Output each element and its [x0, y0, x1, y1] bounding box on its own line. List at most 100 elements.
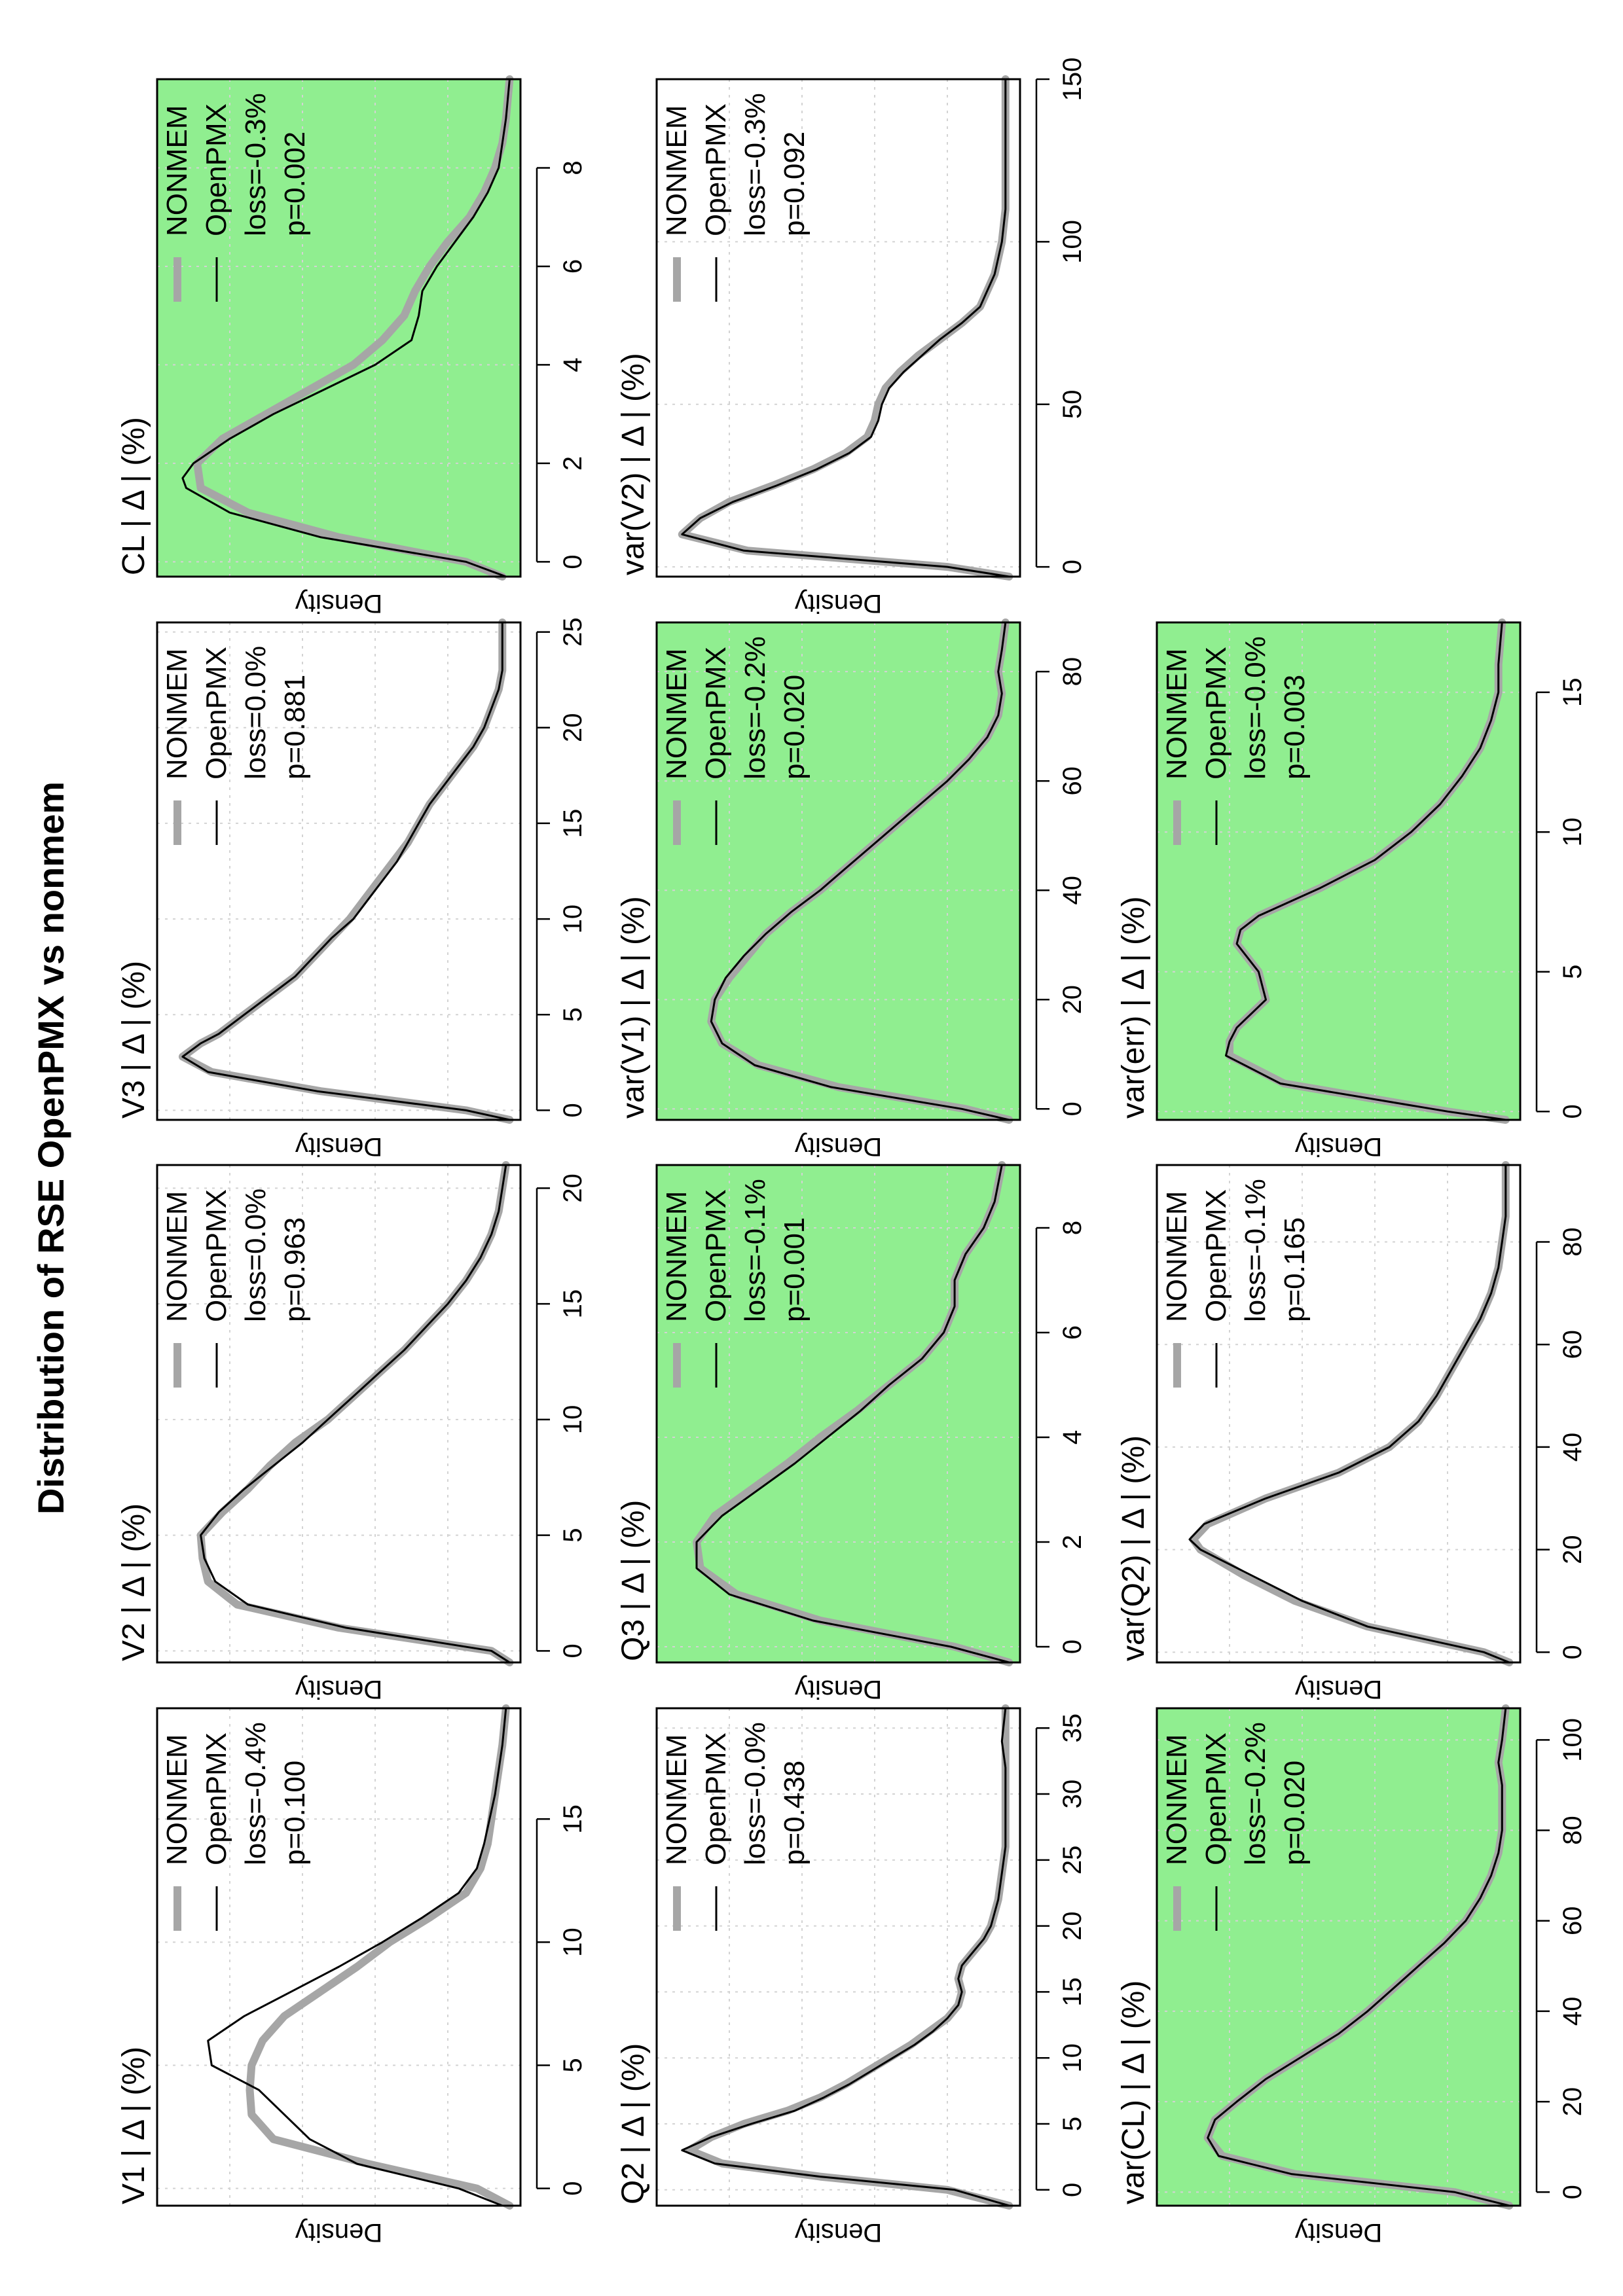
x-tick-label: 10: [558, 1405, 587, 1435]
chart-panel-3: 0 5 10 15 20 25 Density V3 | Δ | (%) NONMEM OpenP…: [117, 617, 587, 1161]
y-axis-label: Density: [795, 1675, 882, 1704]
panel-frame: [156, 1707, 522, 2207]
x-tick-label: 4: [1058, 1430, 1087, 1444]
chart-panel-2: 0 5 10 15 20 Density V2 | Δ | (%) NONMEM OpenPMX…: [117, 1161, 587, 1704]
loss-text: loss=0.0%: [240, 1189, 272, 1322]
panel-title: var(CL) | Δ | (%): [1116, 1981, 1151, 2204]
panel-frame: [1156, 1707, 1522, 2207]
x-tick-label: 0: [1558, 2185, 1587, 2199]
x-tick-label: 10: [558, 905, 587, 934]
p-value-text: p=0.002: [279, 132, 311, 236]
x-tick-label: 15: [1558, 677, 1587, 707]
legend-nonmem-label: NONMEM: [661, 1191, 693, 1322]
panel-title: var(err) | Δ | (%): [1116, 896, 1151, 1119]
x-tick-label: 80: [1558, 1227, 1587, 1257]
p-value-text: p=0.100: [279, 1761, 311, 1865]
panel-title: V3 | Δ | (%): [117, 961, 151, 1119]
legend-nonmem-label: NONMEM: [161, 649, 193, 780]
panel-background: [157, 622, 520, 1120]
openpmx-density-line: [181, 621, 511, 1121]
openpmx-density-line: [681, 1707, 1010, 2207]
p-value-text: p=0.963: [279, 1217, 311, 1322]
chart-panel-9: 0 20 40 60 80 100 Density var(CL) | Δ | (%) NONM…: [1116, 1704, 1587, 2247]
panel-title: V2 | Δ | (%): [117, 1503, 151, 1661]
x-tick-label: 100: [1058, 220, 1087, 264]
x-tick-label: 15: [1058, 1977, 1087, 2007]
x-tick-label: 35: [1058, 1713, 1087, 1743]
panel-frame: [156, 78, 522, 578]
x-tick-label: 20: [1058, 1911, 1087, 1941]
panel-title: var(Q2) | Δ | (%): [1116, 1435, 1151, 1661]
openpmx-density-line: [181, 78, 511, 578]
panel-background: [157, 79, 520, 577]
y-axis-label: Density: [295, 589, 382, 618]
openpmx-density-line: [695, 1164, 1010, 1664]
x-tick-label: 10: [1058, 2043, 1087, 2073]
y-axis-label: Density: [795, 589, 882, 618]
loss-text: loss=-0.0%: [1239, 636, 1271, 780]
x-tick-label: 30: [1058, 1780, 1087, 1809]
loss-text: loss=-0.0%: [739, 1722, 771, 1865]
x-tick-label: 60: [1558, 1906, 1587, 1935]
legend-openpmx-label: OpenPMX: [1200, 1732, 1232, 1865]
panel-background: [657, 79, 1020, 577]
x-tick-label: 150: [1058, 58, 1087, 101]
x-tick-label: 8: [558, 160, 587, 175]
y-axis-label: Density: [295, 1675, 382, 1704]
legend-openpmx-label: OpenPMX: [700, 647, 732, 780]
x-tick-label: 8: [1058, 1221, 1087, 1235]
x-tick-label: 4: [558, 357, 587, 372]
legend-openpmx-label: OpenPMX: [700, 1732, 732, 1865]
legend-openpmx-label: OpenPMX: [200, 103, 232, 236]
panel-title: V1 | Δ | (%): [117, 2047, 151, 2204]
legend-openpmx-label: OpenPMX: [700, 103, 732, 236]
p-value-text: p=0.001: [778, 1217, 811, 1322]
openpmx-density-line: [1207, 1707, 1510, 2207]
panel-frame: [1156, 621, 1522, 1121]
panel-background: [657, 1165, 1020, 1662]
figure-title: Distribution of RSE OpenPMX vs nonmem: [30, 781, 71, 1515]
x-tick-label: 5: [558, 1007, 587, 1022]
legend-openpmx-label: OpenPMX: [700, 1189, 732, 1322]
panel-title: var(V2) | Δ | (%): [616, 353, 651, 575]
x-tick-label: 20: [1558, 2087, 1587, 2117]
x-tick-label: 5: [558, 1528, 587, 1542]
x-tick-label: 0: [1058, 2183, 1087, 2197]
chart-panel-7: 0 20 40 60 80 Density var(V1) | Δ | (%) NONMEM O…: [616, 619, 1087, 1161]
legend-nonmem-label: NONMEM: [1161, 1734, 1193, 1865]
x-tick-label: 0: [558, 1643, 587, 1658]
x-tick-label: 2: [1058, 1535, 1087, 1549]
x-tick-label: 0: [1058, 1102, 1087, 1116]
y-axis-label: Density: [295, 1132, 382, 1161]
y-axis-label: Density: [1295, 1132, 1382, 1161]
x-tick-label: 0: [1058, 560, 1087, 574]
legend-nonmem-label: NONMEM: [1161, 1191, 1193, 1322]
legend-nonmem-label: NONMEM: [661, 649, 693, 780]
openpmx-density-line: [200, 1164, 511, 1664]
panel-title: CL | Δ | (%): [117, 417, 151, 575]
x-tick-label: 100: [1558, 1718, 1587, 1762]
y-axis-label: Density: [1295, 1675, 1382, 1704]
x-tick-label: 40: [1058, 876, 1087, 905]
x-tick-label: 15: [558, 1804, 587, 1834]
x-tick-label: 0: [558, 1103, 587, 1117]
loss-text: loss=0.0%: [240, 646, 272, 780]
x-tick-label: 20: [558, 1174, 587, 1203]
chart-panel-8: 0 50 100 150 Density var(V2) | Δ | (%) NONMEM O…: [616, 58, 1087, 618]
chart-panel-11: 0 5 10 15 Density var(err) | Δ | (%) NONMEM Ope…: [1116, 619, 1587, 1161]
x-tick-label: 20: [1558, 1535, 1587, 1564]
panel-title: var(V1) | Δ | (%): [616, 896, 651, 1119]
panel-background: [1157, 622, 1520, 1120]
x-tick-label: 40: [1558, 1433, 1587, 1462]
panel-frame: [1156, 1164, 1522, 1664]
loss-text: loss=-0.3%: [739, 93, 771, 236]
x-tick-label: 25: [1058, 1846, 1087, 1875]
panel-background: [1157, 1708, 1520, 2206]
panel-frame: [655, 78, 1021, 578]
legend-nonmem-label: NONMEM: [1161, 649, 1193, 780]
legend-nonmem-label: NONMEM: [161, 1191, 193, 1322]
legend-nonmem-label: NONMEM: [661, 105, 693, 236]
loss-text: loss=-0.4%: [240, 1722, 272, 1865]
